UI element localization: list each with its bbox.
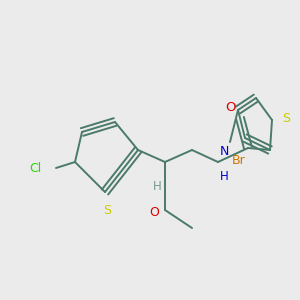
Text: O: O <box>149 206 159 218</box>
Text: S: S <box>103 204 111 217</box>
Text: Br: Br <box>232 154 246 167</box>
Text: H: H <box>220 170 229 183</box>
Text: N: N <box>220 145 230 158</box>
Text: H: H <box>153 180 161 193</box>
Text: Cl: Cl <box>30 161 42 175</box>
Text: O: O <box>226 101 236 114</box>
Text: S: S <box>282 112 290 124</box>
